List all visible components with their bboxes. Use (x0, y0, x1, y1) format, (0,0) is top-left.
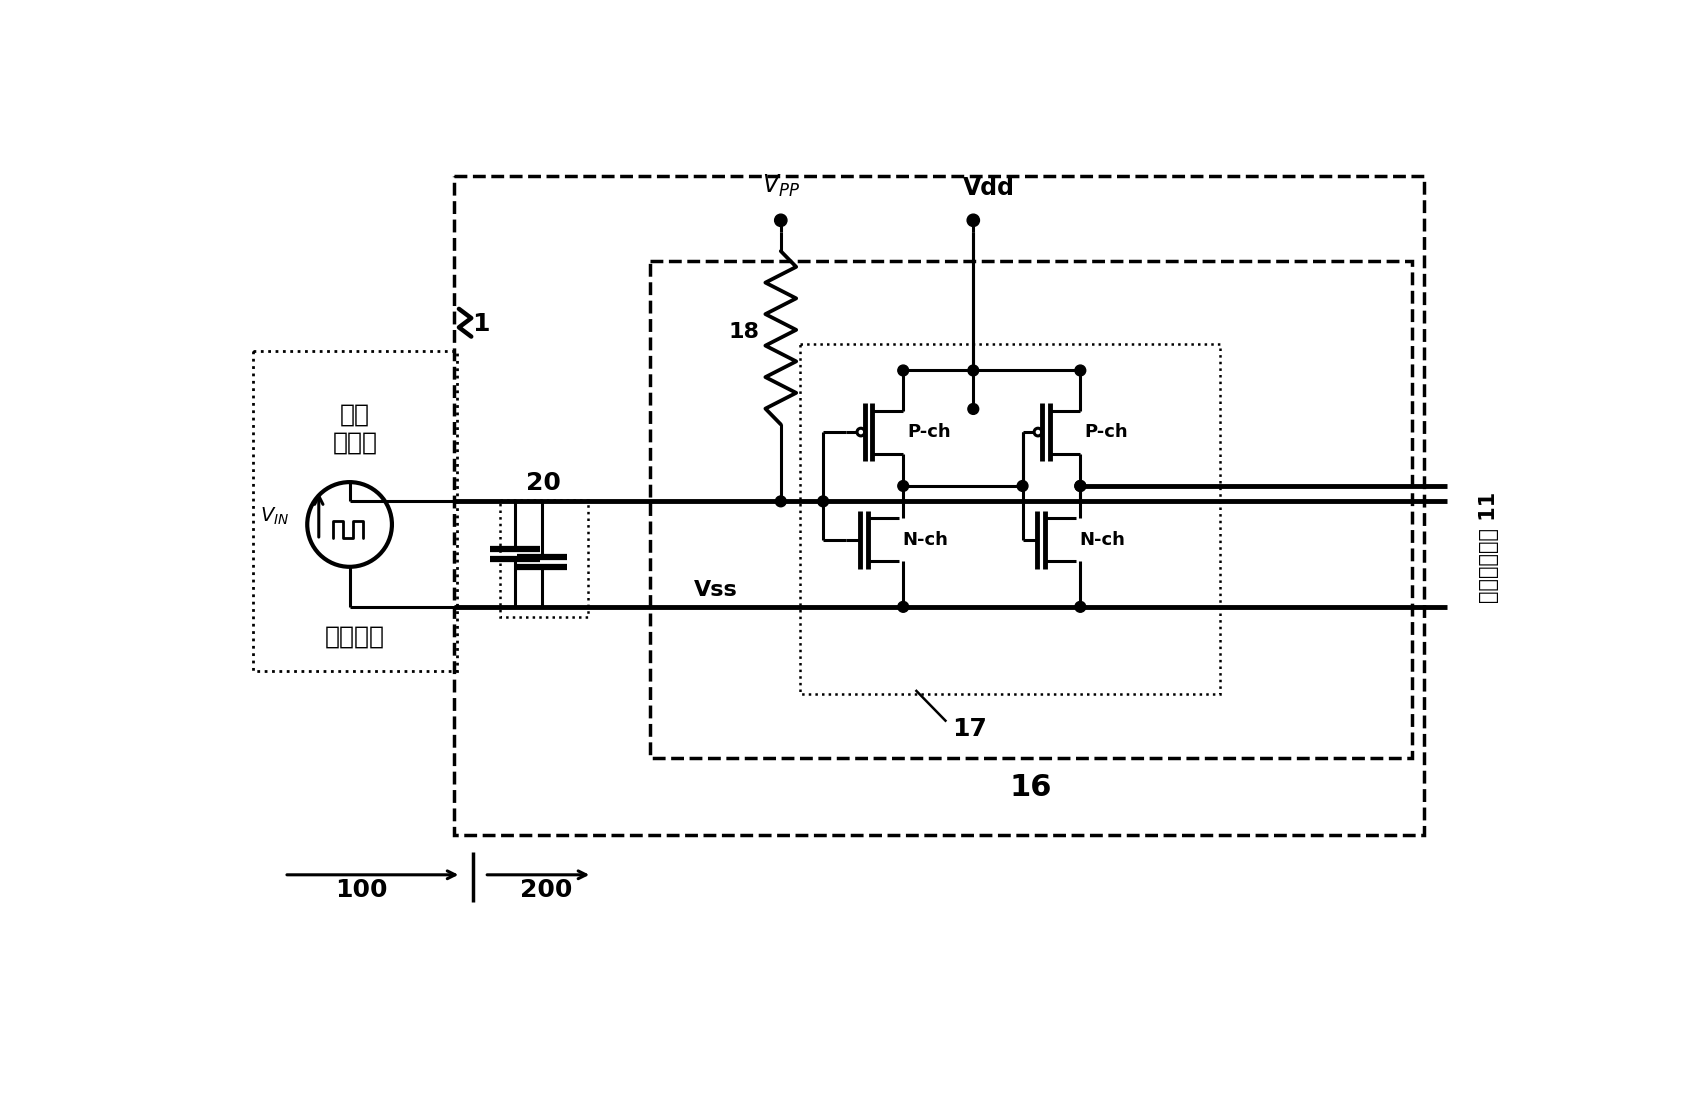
Text: 发送电路: 发送电路 (325, 624, 384, 648)
Bar (253, 351, 457, 671)
Text: 18: 18 (728, 322, 760, 341)
Circle shape (1075, 481, 1085, 491)
Circle shape (898, 481, 908, 491)
Text: 100: 100 (335, 878, 388, 903)
Text: Vdd: Vdd (962, 176, 1014, 200)
Circle shape (967, 365, 979, 376)
Circle shape (1075, 365, 1085, 376)
Bar (500, 500, 588, 617)
Text: Vss: Vss (694, 580, 738, 600)
Bar (453, 177, 1424, 834)
Circle shape (898, 365, 908, 376)
Circle shape (1075, 602, 1085, 613)
Text: P-ch: P-ch (1083, 423, 1127, 441)
Text: $V_{PP}$: $V_{PP}$ (762, 172, 800, 199)
Text: $V_{IN}$: $V_{IN}$ (259, 506, 290, 527)
Circle shape (817, 496, 829, 507)
Text: N-ch: N-ch (1080, 530, 1126, 549)
Text: 1: 1 (472, 312, 489, 336)
Circle shape (775, 496, 787, 507)
Bar (650, 261, 1412, 758)
Text: P-ch: P-ch (907, 423, 950, 441)
Circle shape (1018, 481, 1028, 491)
Circle shape (1075, 481, 1085, 491)
Text: 16: 16 (1009, 773, 1053, 802)
Bar (800, 344, 1220, 694)
Text: 200: 200 (519, 878, 573, 903)
Text: N-ch: N-ch (903, 530, 949, 549)
Circle shape (967, 404, 979, 414)
Text: 信号处理电路 11: 信号处理电路 11 (1479, 492, 1500, 603)
Text: 数据
信号源: 数据 信号源 (332, 402, 377, 455)
Text: 20: 20 (526, 471, 561, 495)
Circle shape (967, 214, 979, 226)
Circle shape (898, 602, 908, 613)
Text: 17: 17 (952, 717, 987, 740)
Circle shape (775, 214, 787, 226)
